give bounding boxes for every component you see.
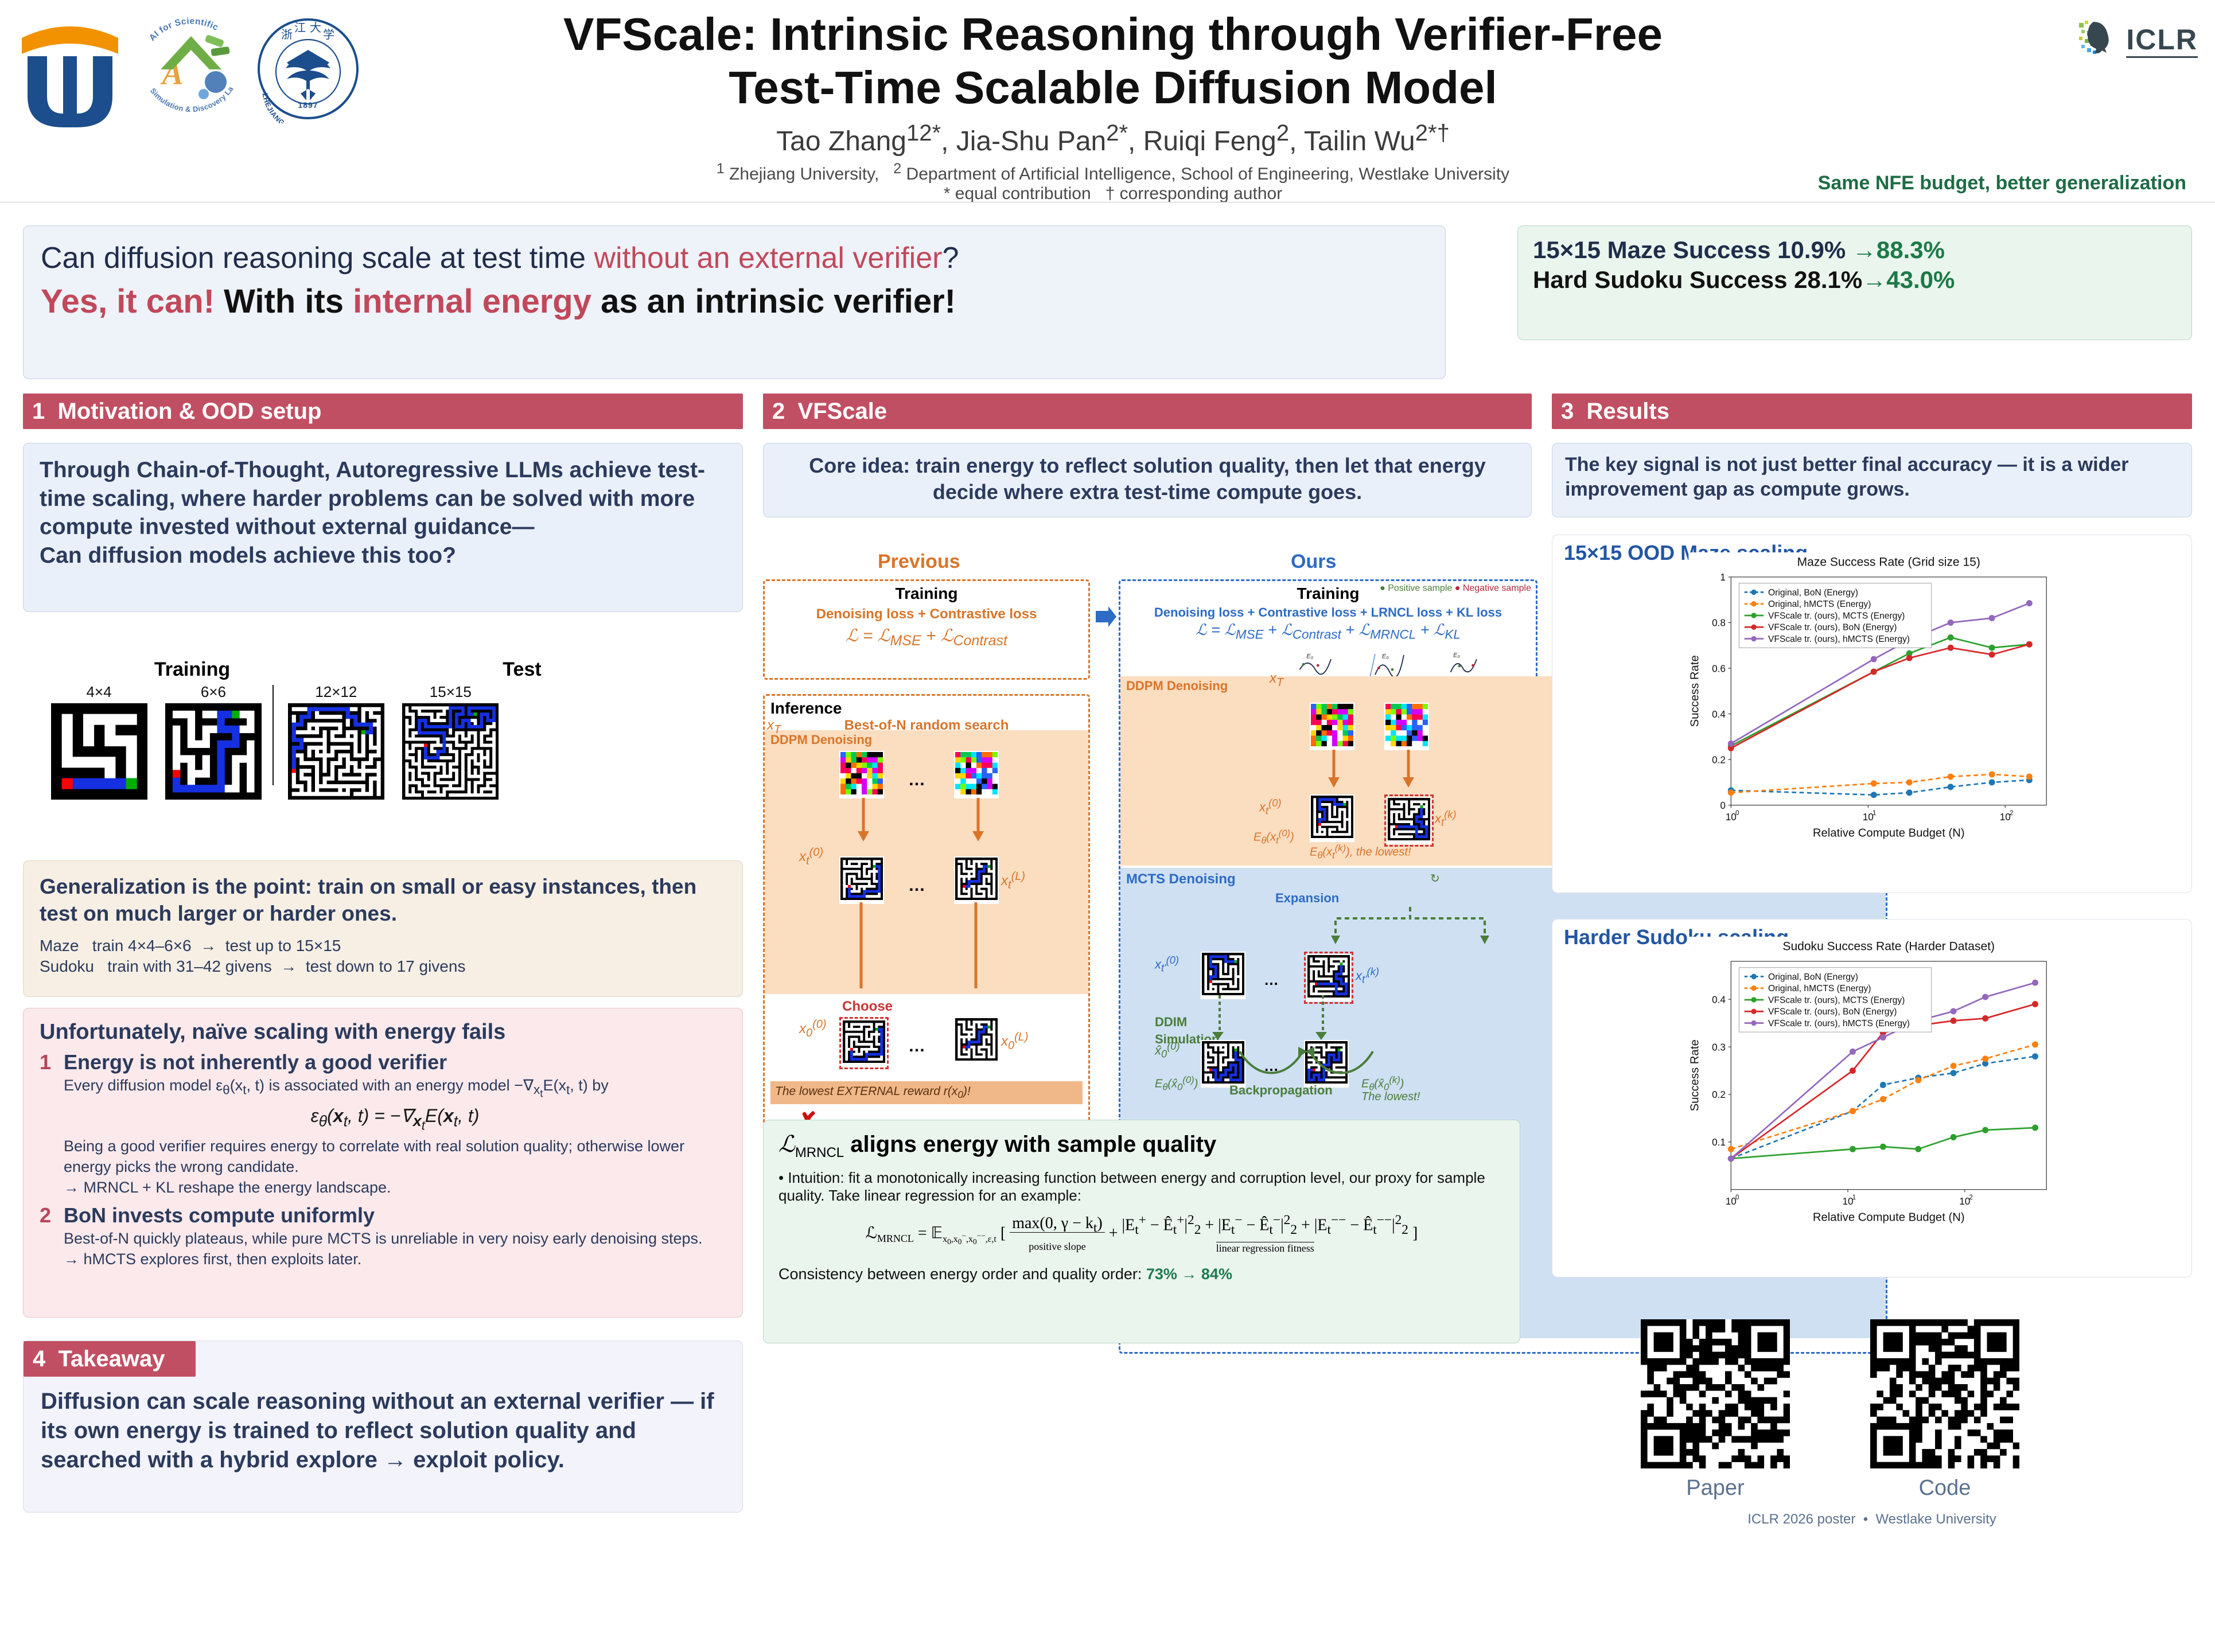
svg-text:Relative Compute Budget (N): Relative Compute Budget (N)	[1813, 1211, 1965, 1224]
svg-text:浙: 浙	[281, 28, 293, 41]
svg-text:Maze Success Rate (Grid size 1: Maze Success Rate (Grid size 15)	[1797, 555, 1980, 568]
svg-text:VFScale tr. (ours), MCTS (Ener: VFScale tr. (ours), MCTS (Energy)	[1768, 611, 1905, 621]
svg-text:0.2: 0.2	[1712, 1089, 1726, 1100]
svg-text:0: 0	[1735, 809, 1739, 817]
svg-text:0.6: 0.6	[1712, 663, 1726, 674]
svg-text:0.3: 0.3	[1712, 1041, 1726, 1053]
svg-text:0.4: 0.4	[1712, 993, 1726, 1005]
svg-text:0.1: 0.1	[1712, 1136, 1726, 1148]
svg-text:Success Rate: Success Rate	[1688, 655, 1701, 727]
svg-text:学: 学	[323, 28, 334, 41]
svg-text:Original, hMCTS (Energy): Original, hMCTS (Energy)	[1768, 984, 1871, 993]
svg-text:0.8: 0.8	[1712, 617, 1726, 629]
svg-text:VFScale tr. (ours), BoN (Energ: VFScale tr. (ours), BoN (Energy)	[1768, 1007, 1897, 1017]
svg-text:0: 0	[1735, 1194, 1739, 1201]
svg-text:ZHEJIANG UNIVERSITY: ZHEJIANG UNIVERSITY	[261, 92, 330, 123]
svg-text:Success Rate: Success Rate	[1688, 1039, 1701, 1111]
svg-text:VFScale tr. (ours), hMCTS (Ene: VFScale tr. (ours), hMCTS (Energy)	[1768, 1019, 1910, 1028]
svg-text:江: 江	[294, 21, 306, 34]
svg-text:0.2: 0.2	[1712, 754, 1726, 765]
svg-text:0: 0	[1720, 800, 1726, 811]
svg-text:大: 大	[310, 21, 321, 34]
svg-text:1: 1	[1852, 1194, 1856, 1201]
svg-text:VFScale tr. (ours), hMCTS (Ene: VFScale tr. (ours), hMCTS (Energy)	[1768, 634, 1910, 644]
svg-text:Relative Compute Budget (N): Relative Compute Budget (N)	[1813, 827, 1965, 839]
svg-text:VFScale tr. (ours), BoN (Energ: VFScale tr. (ours), BoN (Energy)	[1768, 623, 1897, 633]
svg-text:Sudoku Success Rate (Harder Da: Sudoku Success Rate (Harder Dataset)	[1782, 940, 1995, 953]
svg-text:2: 2	[2010, 809, 2014, 817]
svg-text:1897: 1897	[298, 100, 318, 110]
svg-text:Original, hMCTS (Energy): Original, hMCTS (Energy)	[1768, 599, 1871, 609]
svg-text:Original, BoN (Energy): Original, BoN (Energy)	[1768, 972, 1858, 982]
svg-text:Original, BoN (Energy): Original, BoN (Energy)	[1768, 588, 1858, 598]
svg-text:0.4: 0.4	[1712, 708, 1726, 720]
svg-text:1: 1	[1873, 809, 1877, 817]
svg-text:2: 2	[1969, 1194, 1973, 1201]
svg-text:VFScale tr. (ours), MCTS (Ener: VFScale tr. (ours), MCTS (Energy)	[1768, 995, 1905, 1005]
svg-text:1: 1	[1720, 571, 1726, 583]
